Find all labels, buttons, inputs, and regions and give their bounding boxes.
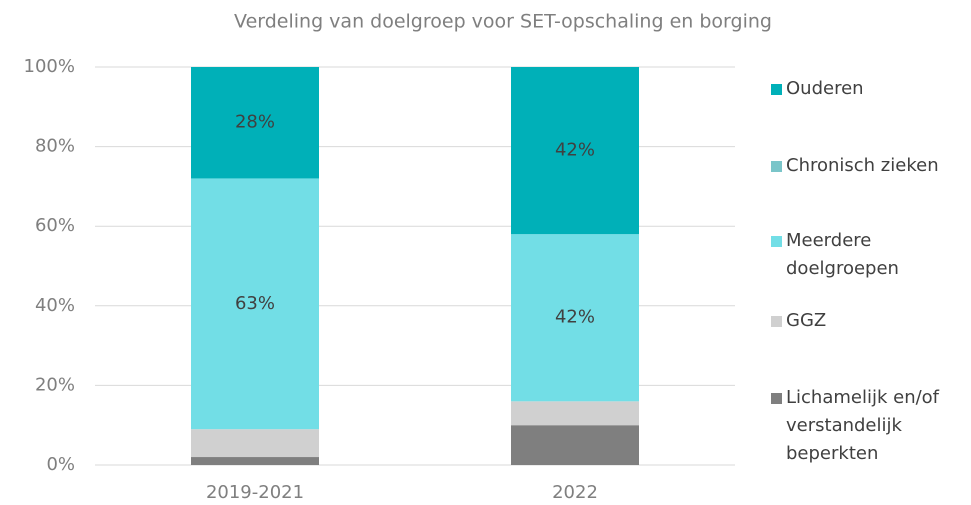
legend-swatch [771,236,782,247]
y-tick-label: 60% [35,215,75,236]
bar-segment [511,401,639,426]
data-label: 42% [555,307,595,328]
legend-label: Meerdere doelgroepen [786,230,899,279]
data-label: 42% [555,140,595,161]
legend-swatch [771,393,782,404]
legend-label: Lichamelijk en/of verstandelijk beperkte… [786,387,940,464]
bar-segment [191,457,319,465]
bar-segment [191,429,319,458]
legend-item: Meerdere doelgroepen [771,227,961,283]
bar-segment [511,425,639,465]
bar-segment [191,178,319,430]
legend-item: Ouderen [771,75,961,103]
data-label: 63% [235,293,275,314]
legend-swatch [771,316,782,327]
y-tick-label: 0% [46,454,75,475]
y-tick-label: 100% [24,56,75,77]
bar-segment [191,67,319,179]
legend-label: Chronisch zieken [786,155,939,176]
bar-segment [511,67,639,235]
legend-item: Lichamelijk en/of verstandelijk beperkte… [771,384,961,468]
y-tick-label: 80% [35,136,75,157]
legend-swatch [771,161,782,172]
legend-item: Chronisch zieken [771,152,961,180]
legend-label: GGZ [786,310,827,331]
y-tick-label: 40% [35,295,75,316]
x-tick-label: 2022 [552,482,598,503]
bar-segment [511,234,639,402]
legend-label: Ouderen [786,78,864,99]
legend-item: GGZ [771,307,961,335]
y-tick-label: 20% [35,374,75,395]
data-label: 28% [235,112,275,133]
legend-swatch [771,84,782,95]
chart-title: Verdeling van doelgroep voor SET-opschal… [234,11,772,33]
x-tick-label: 2019-2021 [206,482,304,503]
